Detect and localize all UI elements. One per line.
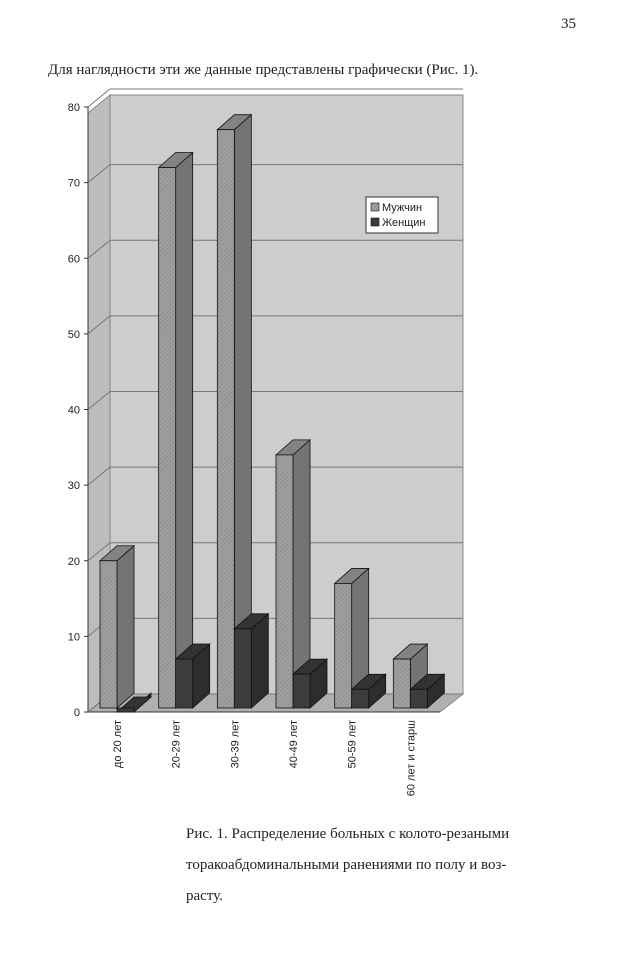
grid-line <box>87 542 111 562</box>
bar <box>174 643 211 709</box>
legend-label: Женщин <box>382 217 425 229</box>
grid-line <box>87 164 111 184</box>
x-tick-label: 50-59 лет <box>347 720 359 768</box>
legend-swatch <box>370 217 380 227</box>
bar-side <box>250 612 269 709</box>
bar <box>216 113 253 709</box>
bar-front <box>175 658 194 709</box>
bar-front <box>233 628 252 709</box>
y-tick-label: 20 <box>68 556 80 568</box>
bar-front <box>116 707 135 713</box>
bar <box>291 658 329 709</box>
caption-line: Рис. 1. Распределение больных с колото-р… <box>186 826 509 842</box>
grid-line <box>87 466 111 486</box>
grid-line <box>87 239 111 259</box>
caption: Рис. 1. Распределение больных с колото-р… <box>186 826 509 904</box>
bar-front <box>409 688 428 709</box>
bar-side <box>175 151 194 709</box>
bar-front <box>158 167 177 709</box>
y-tick-label: 70 <box>68 178 80 190</box>
bar-side <box>116 544 135 709</box>
bar-front <box>216 129 235 709</box>
y-tick-label: 0 <box>74 707 80 719</box>
bar-front <box>275 454 294 709</box>
bar <box>333 567 370 709</box>
x-tick-label: 60 лет и старш <box>405 720 417 796</box>
intro-text: Для наглядности эти же данные представле… <box>48 62 478 78</box>
caption-line: торакоабдоминальными ранениями по полу и… <box>186 857 506 873</box>
bar-front <box>351 688 370 709</box>
page-number: 35 <box>561 16 576 32</box>
y-tick-label: 80 <box>68 102 80 114</box>
bar <box>274 438 312 709</box>
bar <box>98 544 136 709</box>
y-tick-label: 30 <box>68 480 80 492</box>
bar-front <box>334 583 353 709</box>
x-tick-label: до 20 лет <box>112 720 124 768</box>
legend: Мужчин Женщин <box>365 196 439 234</box>
y-tick-label: 60 <box>68 253 80 265</box>
legend-label: Мужчин <box>382 202 422 214</box>
y-tick-label: 50 <box>68 329 80 341</box>
legend-swatch <box>370 202 380 212</box>
bar <box>115 692 153 713</box>
bar <box>233 612 270 709</box>
x-tick-label: 40-49 лет <box>288 720 300 768</box>
caption-line: расту. <box>186 888 223 904</box>
x-tick-label: 30-39 лет <box>229 720 241 768</box>
grid-line <box>87 391 111 410</box>
bar-front <box>292 673 311 709</box>
bar-front <box>392 658 411 709</box>
bar <box>409 673 446 709</box>
y-tick-label: 10 <box>68 631 80 643</box>
grid-line <box>87 88 111 108</box>
bar-front <box>99 560 118 709</box>
bar <box>157 151 194 709</box>
plot: 0 10 20 30 40 50 60 70 80 до 20 лет 20-29 лет 30-39… <box>68 88 463 796</box>
grid-line <box>87 315 111 335</box>
y-tick-label: 40 <box>68 405 80 417</box>
bar <box>350 673 387 709</box>
x-tick-label: 20-29 лет <box>171 720 183 768</box>
